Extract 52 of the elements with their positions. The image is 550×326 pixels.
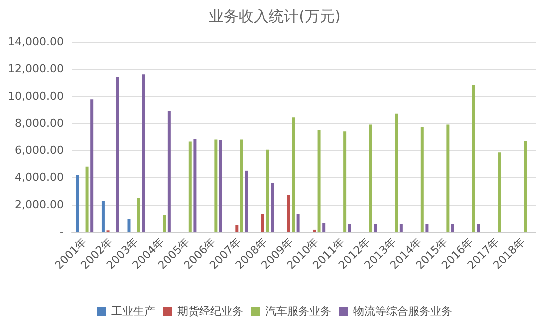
y-tick-label: 4,000.00	[15, 171, 64, 184]
y-tick-label: 10,000.00	[8, 90, 64, 103]
bar	[446, 124, 450, 232]
y-tick-label: 2,000.00	[15, 198, 64, 212]
bar	[219, 140, 222, 232]
bar	[266, 150, 270, 232]
bar	[322, 223, 326, 232]
y-tick-label: 6,000.00	[15, 144, 64, 158]
bar	[271, 183, 274, 232]
bar	[498, 152, 502, 232]
bar	[128, 219, 131, 232]
bar	[296, 214, 300, 232]
chart-title: 业务收入统计(万元)	[209, 8, 341, 26]
bar	[348, 224, 352, 232]
bar	[240, 140, 244, 232]
bar	[420, 128, 424, 232]
bar	[261, 214, 264, 232]
bar	[477, 224, 480, 232]
bar	[168, 111, 171, 232]
y-tick-label: 14,000.00	[8, 36, 64, 48]
bar	[369, 124, 372, 232]
bar	[344, 132, 347, 232]
bar	[214, 140, 218, 232]
bar	[90, 100, 94, 232]
bar	[142, 74, 146, 232]
legend-label: 期货经纪业务	[178, 305, 244, 318]
bar	[102, 201, 105, 232]
y-tick-label: 12,000.00	[8, 62, 64, 76]
legend-label: 汽车服务业务	[266, 305, 332, 318]
y-tick-label: -	[60, 226, 64, 238]
bar	[472, 85, 476, 232]
bar	[426, 224, 429, 232]
legend-label: 物流等综合服务业务	[354, 305, 452, 318]
bar	[245, 170, 248, 232]
bar	[236, 225, 239, 232]
bar	[395, 114, 398, 232]
bar	[287, 195, 290, 232]
bar	[292, 118, 296, 232]
bar	[524, 141, 528, 232]
bar	[76, 175, 80, 232]
bar	[137, 198, 140, 232]
y-tick-label: 8,000.00	[15, 116, 64, 130]
bar	[116, 77, 120, 232]
legend-label: 工业生产	[112, 305, 156, 318]
bar	[188, 142, 192, 232]
bar	[400, 224, 403, 232]
bar	[451, 224, 454, 232]
bar	[374, 224, 378, 232]
bar	[318, 130, 321, 232]
bar	[86, 166, 89, 232]
bar	[163, 215, 166, 232]
bar	[194, 139, 197, 232]
